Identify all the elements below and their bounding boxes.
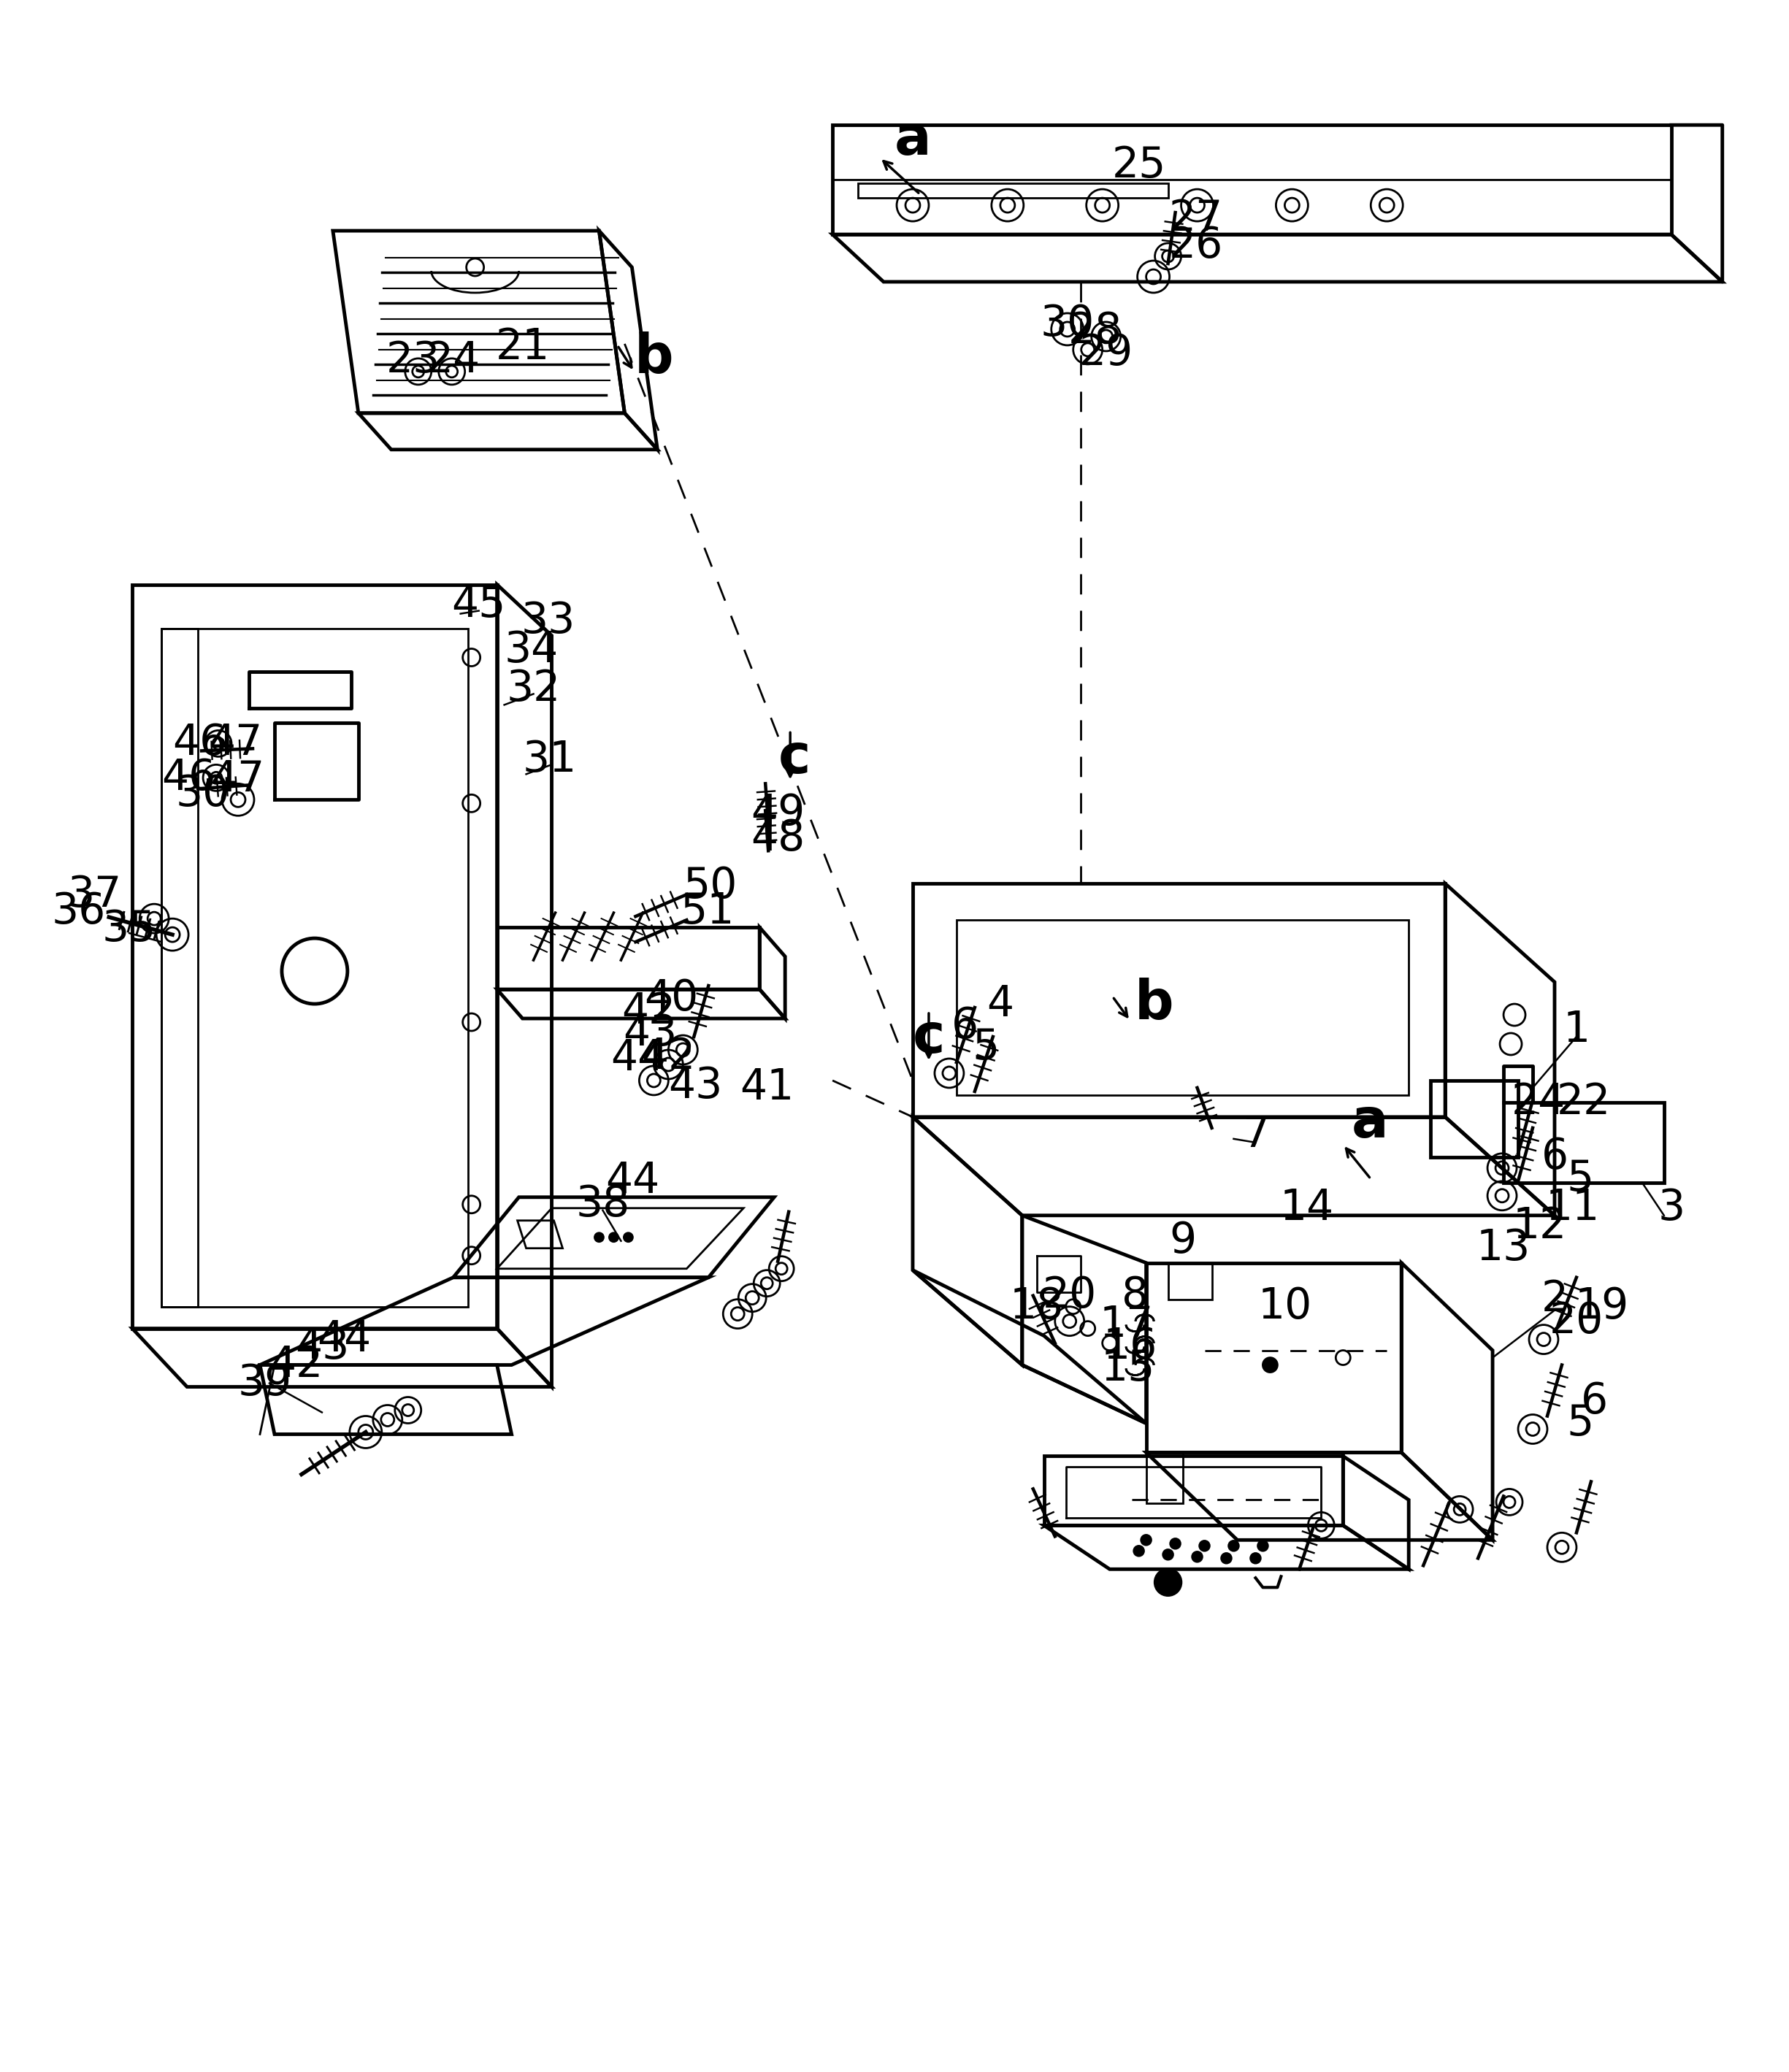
Text: 47: 47 — [208, 721, 263, 765]
Text: a: a — [1351, 1096, 1388, 1150]
Text: 43: 43 — [295, 1326, 349, 1368]
Text: 5: 5 — [1567, 1158, 1594, 1200]
Text: 47: 47 — [211, 758, 265, 800]
Text: 26: 26 — [1168, 224, 1224, 265]
Text: 22: 22 — [1556, 1082, 1610, 1123]
Circle shape — [610, 1233, 617, 1241]
Circle shape — [1263, 1357, 1277, 1372]
Text: 48: 48 — [751, 818, 805, 860]
Text: 42: 42 — [621, 990, 676, 1032]
Text: 18: 18 — [1009, 1287, 1064, 1328]
Text: 21: 21 — [496, 327, 549, 369]
Circle shape — [1141, 1535, 1152, 1546]
Text: 12: 12 — [1513, 1206, 1567, 1247]
Text: 49: 49 — [751, 792, 805, 833]
Text: 6: 6 — [1581, 1380, 1608, 1421]
Text: 3: 3 — [1658, 1187, 1685, 1229]
Text: 7: 7 — [1242, 1115, 1268, 1156]
Text: 38: 38 — [576, 1183, 630, 1225]
Text: 11: 11 — [1546, 1187, 1599, 1229]
Text: 14: 14 — [1279, 1187, 1335, 1229]
Text: 33: 33 — [521, 601, 574, 642]
Text: 8: 8 — [1122, 1274, 1149, 1316]
Text: 25: 25 — [1111, 145, 1166, 186]
Text: a: a — [894, 114, 932, 166]
Text: 46: 46 — [161, 756, 215, 798]
Text: 44: 44 — [605, 1160, 660, 1202]
Text: 15: 15 — [1100, 1347, 1156, 1390]
Circle shape — [1229, 1542, 1238, 1552]
Text: 5: 5 — [971, 1028, 1000, 1069]
Text: 20: 20 — [1549, 1301, 1603, 1343]
Circle shape — [1191, 1552, 1202, 1562]
Text: b: b — [1134, 978, 1174, 1030]
Circle shape — [1199, 1542, 1209, 1552]
Text: 20: 20 — [1043, 1274, 1097, 1316]
Text: 17: 17 — [1098, 1303, 1154, 1345]
Text: 9: 9 — [1168, 1220, 1197, 1262]
Text: 45: 45 — [451, 584, 506, 626]
Text: 29: 29 — [1079, 332, 1132, 375]
Text: 44: 44 — [317, 1318, 370, 1359]
Text: 50: 50 — [683, 864, 737, 908]
Circle shape — [1251, 1554, 1261, 1564]
Text: 43: 43 — [669, 1065, 723, 1106]
Text: 30: 30 — [175, 773, 231, 814]
Text: 13: 13 — [1476, 1227, 1531, 1268]
Circle shape — [594, 1233, 603, 1241]
Circle shape — [1156, 1569, 1181, 1595]
Text: 23: 23 — [386, 340, 440, 381]
Text: 42: 42 — [640, 1036, 696, 1077]
Text: 34: 34 — [504, 630, 558, 671]
Circle shape — [1134, 1546, 1143, 1556]
Text: 2: 2 — [1540, 1278, 1569, 1320]
Text: 30: 30 — [1039, 303, 1095, 344]
Circle shape — [1258, 1542, 1268, 1552]
Text: 6: 6 — [952, 1005, 979, 1046]
Text: 16: 16 — [1104, 1326, 1157, 1368]
Circle shape — [1222, 1554, 1231, 1564]
Text: 46: 46 — [172, 721, 227, 765]
Text: 40: 40 — [644, 978, 698, 1019]
Text: 43: 43 — [623, 1013, 678, 1055]
Text: 24: 24 — [1512, 1082, 1565, 1123]
Text: 4: 4 — [988, 982, 1014, 1026]
Text: 51: 51 — [680, 891, 733, 932]
Text: 19: 19 — [1574, 1287, 1630, 1328]
Text: b: b — [635, 332, 673, 385]
Text: 31: 31 — [522, 740, 576, 781]
Text: 44: 44 — [610, 1038, 666, 1080]
Circle shape — [624, 1233, 633, 1241]
Text: 32: 32 — [506, 667, 560, 709]
Text: 28: 28 — [1068, 311, 1122, 352]
Text: 1: 1 — [1564, 1009, 1590, 1051]
Text: c: c — [778, 731, 810, 785]
Text: c: c — [912, 1011, 945, 1065]
Text: 10: 10 — [1258, 1287, 1311, 1328]
Text: 24: 24 — [426, 340, 479, 381]
Text: 36: 36 — [52, 891, 106, 932]
Text: 42: 42 — [268, 1345, 322, 1386]
Text: 5: 5 — [1567, 1403, 1594, 1444]
Circle shape — [1163, 1550, 1174, 1560]
Text: 37: 37 — [68, 874, 122, 916]
Circle shape — [1170, 1539, 1181, 1548]
Text: 39: 39 — [238, 1363, 292, 1405]
Text: 6: 6 — [1540, 1135, 1569, 1177]
Text: 41: 41 — [739, 1067, 794, 1109]
Text: 27: 27 — [1168, 197, 1224, 238]
Text: 35: 35 — [102, 908, 157, 949]
